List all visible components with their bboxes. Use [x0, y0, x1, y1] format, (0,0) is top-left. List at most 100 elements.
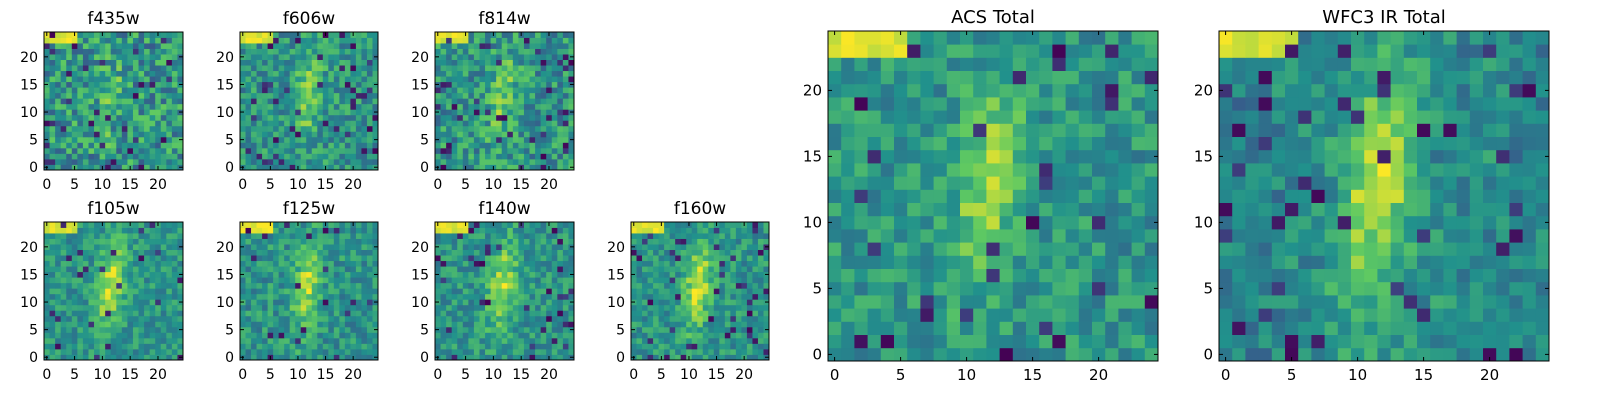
heatmap-cell: [881, 348, 895, 362]
heatmap-cell: [94, 71, 100, 77]
heatmap-cell: [535, 54, 541, 60]
heatmap-cell: [94, 228, 100, 234]
heatmap-cell: [290, 250, 296, 256]
heatmap-cell: [752, 239, 758, 245]
heatmap-cell: [55, 338, 61, 344]
heatmap-cell: [479, 349, 485, 355]
heatmap-cell: [240, 305, 246, 311]
heatmap-cell: [973, 176, 987, 190]
heatmap-cell: [563, 316, 569, 322]
heatmap-cell: [530, 277, 536, 283]
heatmap-cell: [166, 60, 172, 66]
heatmap-cell: [758, 316, 764, 322]
heatmap-cell: [557, 60, 563, 66]
heatmap-cell: [116, 288, 122, 294]
heatmap-cell: [854, 189, 868, 203]
heatmap-cell: [1013, 229, 1027, 243]
heatmap-cell: [328, 104, 334, 110]
heatmap-cell: [881, 269, 895, 283]
heatmap-cell: [642, 283, 648, 289]
heatmap-cell: [88, 148, 94, 154]
heatmap-cell: [301, 261, 307, 267]
heatmap-cell: [139, 153, 145, 159]
heatmap-cell: [161, 327, 167, 333]
heatmap-cell: [345, 159, 351, 165]
heatmap-cell: [172, 305, 178, 311]
heatmap-cell: [1039, 348, 1053, 362]
heatmap-cell: [88, 316, 94, 322]
heatmap-cell: [524, 43, 530, 49]
heatmap-cell: [251, 65, 257, 71]
heatmap-cell: [273, 38, 279, 44]
heatmap-cell: [502, 137, 508, 143]
heatmap-cell: [100, 60, 106, 66]
heatmap-cell: [692, 250, 698, 256]
heatmap-cell: [306, 71, 312, 77]
heatmap-cell: [257, 233, 263, 239]
heatmap-cell: [105, 228, 111, 234]
x-tick-label: 10: [289, 367, 307, 383]
heatmap-cell: [563, 120, 569, 126]
heatmap-cell: [172, 54, 178, 60]
heatmap-cell: [541, 283, 547, 289]
heatmap-cell: [339, 277, 345, 283]
heatmap-cell: [457, 244, 463, 250]
heatmap-cell: [452, 54, 458, 60]
heatmap-cell: [752, 327, 758, 333]
y-tick-label: 10: [607, 295, 625, 311]
heatmap-cell: [1092, 335, 1106, 349]
heatmap-cell: [240, 332, 246, 338]
heatmap-cell: [83, 272, 89, 278]
heatmap-cell: [312, 104, 318, 110]
heatmap-cell: [251, 261, 257, 267]
heatmap-cell: [339, 310, 345, 316]
heatmap-cell: [479, 305, 485, 311]
heatmap-cell: [479, 98, 485, 104]
heatmap-cell: [502, 239, 508, 245]
heatmap-cell: [251, 60, 257, 66]
heatmap-cell: [279, 327, 285, 333]
heatmap-cell: [513, 321, 519, 327]
heatmap-cell: [463, 343, 469, 349]
heatmap-cell: [491, 327, 497, 333]
heatmap-cell: [144, 305, 150, 311]
heatmap-cell: [44, 43, 50, 49]
heatmap-cell: [736, 255, 742, 261]
heatmap-cell: [105, 159, 111, 165]
heatmap-cell: [546, 98, 552, 104]
heatmap-cell: [524, 32, 530, 38]
heatmap-cell: [290, 239, 296, 245]
heatmap-cell: [502, 310, 508, 316]
heatmap-cell: [881, 282, 895, 296]
heatmap-cell: [507, 76, 513, 82]
heatmap-cell: [631, 343, 637, 349]
heatmap-cell: [328, 148, 334, 154]
heatmap-cell: [725, 272, 731, 278]
heatmap-cell: [479, 283, 485, 289]
heatmap-cell: [88, 98, 94, 104]
heatmap-cell: [692, 228, 698, 234]
heatmap-cell: [161, 228, 167, 234]
heatmap-cell: [986, 308, 1000, 322]
heatmap-cell: [485, 233, 491, 239]
heatmap-cell: [279, 305, 285, 311]
heatmap-cell: [714, 228, 720, 234]
heatmap-cell: [752, 349, 758, 355]
heatmap-cell: [496, 93, 502, 99]
heatmap-cell: [155, 305, 161, 311]
heatmap-cell: [284, 115, 290, 121]
heatmap-cell: [496, 244, 502, 250]
heatmap-cell: [144, 255, 150, 261]
heatmap-cell: [61, 272, 67, 278]
heatmap-cell: [155, 294, 161, 300]
heatmap-cell: [468, 332, 474, 338]
heatmap-cell: [513, 228, 519, 234]
heatmap-cell: [55, 277, 61, 283]
heatmap-cell: [290, 32, 296, 38]
heatmap-cell: [367, 255, 373, 261]
heatmap-cell: [268, 266, 274, 272]
heatmap-cell: [530, 332, 536, 338]
heatmap-cell: [692, 305, 698, 311]
heatmap-cell: [150, 222, 156, 228]
heatmap-cell: [273, 261, 279, 267]
